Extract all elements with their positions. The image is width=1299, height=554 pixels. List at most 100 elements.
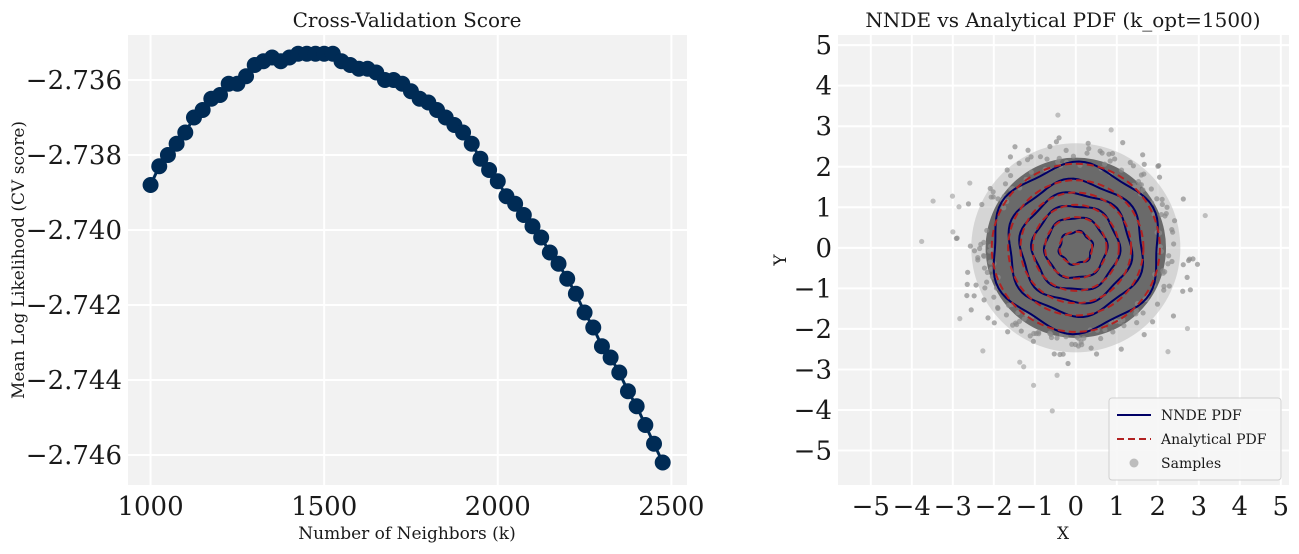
sample-point xyxy=(1036,329,1042,335)
sample-point xyxy=(1190,256,1196,262)
sample-point xyxy=(1017,359,1023,365)
sample-point xyxy=(984,269,990,275)
cv-point-43 xyxy=(515,207,532,223)
sample-point xyxy=(1184,325,1191,332)
cv-point-48 xyxy=(559,270,576,287)
sample-point xyxy=(1184,274,1190,280)
sample-point xyxy=(1012,320,1019,326)
cv-point-6 xyxy=(194,102,211,118)
legend-samples-swatch xyxy=(1129,458,1139,468)
sample-point xyxy=(1098,335,1104,342)
sample-point xyxy=(987,185,993,192)
analytical-contour-0 xyxy=(1058,230,1094,266)
sample-point xyxy=(1141,171,1147,177)
sample-point xyxy=(1170,229,1176,235)
sample-point xyxy=(1110,329,1116,335)
sample-point xyxy=(1005,329,1011,335)
cv-y-tick-5: −2.746 xyxy=(26,441,122,471)
cv-x-tick-1: 1500 xyxy=(291,492,357,522)
sample-point xyxy=(973,282,979,288)
analytical-contour-1 xyxy=(1044,216,1108,280)
sample-point xyxy=(930,198,936,204)
samples-core xyxy=(985,157,1166,339)
sample-point xyxy=(1099,150,1105,156)
sample-point xyxy=(981,297,987,303)
cv-point-49 xyxy=(567,285,584,302)
sample-point xyxy=(1056,155,1062,161)
sample-point xyxy=(1003,312,1010,318)
sample-point xyxy=(1131,182,1137,188)
sample-point xyxy=(1161,283,1167,289)
legend: NNDE PDF Analytical PDF Samples xyxy=(1108,397,1282,481)
sample-point xyxy=(1102,327,1108,333)
cv-point-37 xyxy=(463,135,480,152)
sample-point xyxy=(1085,140,1091,146)
sample-point xyxy=(1021,364,1027,370)
sample-point xyxy=(1169,258,1175,265)
pdf-x-tick-7: 2 xyxy=(1150,492,1167,522)
sample-point xyxy=(1049,408,1055,414)
sample-point xyxy=(953,235,959,242)
cv-point-56 xyxy=(628,398,645,415)
sample-point xyxy=(1159,196,1165,202)
sample-point xyxy=(1044,156,1050,162)
sample-point xyxy=(1134,320,1140,326)
pdf-y-ticks: 5 4 3 2 1 0 −1 −2 −3 −4 −5 xyxy=(794,31,832,466)
sample-point xyxy=(964,292,970,299)
sample-point xyxy=(1140,187,1146,193)
sample-point xyxy=(1187,287,1193,293)
nnde-contour-5 xyxy=(992,160,1159,336)
sample-point xyxy=(1054,372,1060,378)
sample-point xyxy=(1180,288,1186,294)
sample-point xyxy=(1165,261,1171,267)
pdf-y-tick-10: −5 xyxy=(794,437,832,467)
sample-point xyxy=(1021,316,1027,322)
sample-point xyxy=(1121,323,1127,329)
sample-point xyxy=(1118,167,1125,173)
pdf-x-tick-6: 1 xyxy=(1109,492,1126,522)
cv-point-47 xyxy=(550,255,567,272)
sample-point xyxy=(1164,204,1170,210)
sample-point xyxy=(1171,218,1178,224)
sample-point xyxy=(1133,311,1139,317)
sample-point xyxy=(1070,153,1077,159)
sample-point xyxy=(995,196,1001,202)
sample-point xyxy=(1024,157,1031,163)
cv-point-45 xyxy=(533,229,550,246)
sample-point xyxy=(967,243,973,249)
sample-point xyxy=(988,266,994,272)
sample-point xyxy=(1141,332,1147,338)
cv-grid xyxy=(128,35,687,485)
cv-point-11 xyxy=(238,68,255,85)
cv-score-chart: −2.736 −2.738 −2.740 −2.742 −2.744 −2.746 100… xyxy=(9,8,704,544)
sample-point xyxy=(995,304,1001,311)
sample-point xyxy=(1063,334,1069,340)
pdf-x-tick-3: −2 xyxy=(975,492,1013,522)
sample-point xyxy=(985,315,991,321)
sample-point xyxy=(1194,261,1201,267)
sample-point xyxy=(1081,335,1087,341)
sample-point xyxy=(1118,346,1124,352)
sample-point xyxy=(990,189,996,195)
cv-y-ticks: −2.736 −2.738 −2.740 −2.742 −2.744 −2.746 xyxy=(26,66,122,471)
sample-point xyxy=(982,285,988,291)
pdf-x-tick-5: 0 xyxy=(1068,492,1085,522)
sample-point xyxy=(1053,139,1060,145)
pdf-y-tick-2: 3 xyxy=(815,112,832,142)
cv-point-4 xyxy=(177,124,194,141)
pdf-y-label: Y xyxy=(771,254,791,267)
sample-point xyxy=(1156,174,1163,180)
analytical-contour-5 xyxy=(990,162,1161,333)
cv-point-2 xyxy=(159,147,176,163)
sample-point xyxy=(1149,319,1156,325)
sample-point xyxy=(981,239,987,246)
pdf-y-tick-8: −3 xyxy=(794,355,832,385)
pdf-y-tick-7: −2 xyxy=(794,315,832,345)
sample-point xyxy=(1185,257,1192,264)
cv-y-tick-1: −2.738 xyxy=(26,141,122,171)
sample-point xyxy=(1027,333,1033,339)
sample-point xyxy=(980,348,986,354)
sample-point xyxy=(967,180,973,186)
